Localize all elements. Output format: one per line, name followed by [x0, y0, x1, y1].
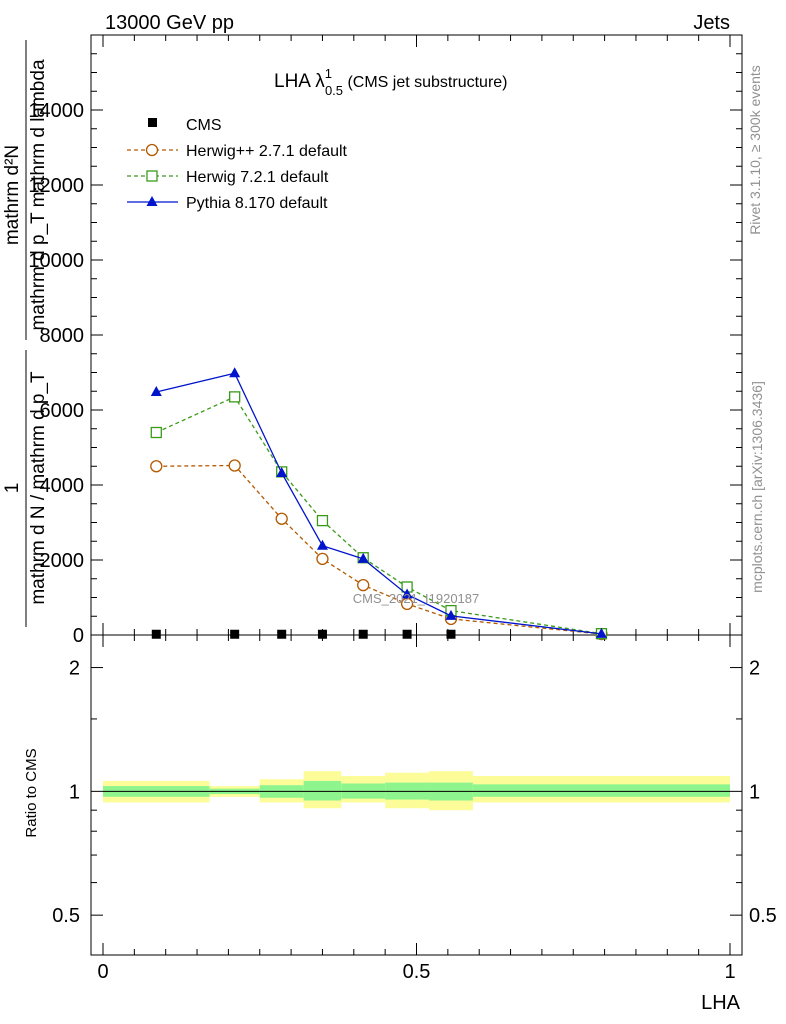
data-point-cms — [230, 629, 240, 639]
ratio-bands — [103, 771, 730, 811]
series-line-pythia — [156, 372, 602, 635]
legend-herwigpp-marker — [145, 143, 159, 157]
ratio-tick-label-left: 0.5 — [52, 905, 80, 927]
data-point-herwig7 — [150, 426, 162, 439]
legend-pythia-marker — [146, 196, 158, 206]
legend-item-herwig7: Herwig 7.2.1 default — [127, 169, 329, 186]
x-axis-label: LHA — [701, 992, 741, 1014]
ratio-y-axis: 0.5 0.5 1 1 2 2 — [52, 658, 777, 928]
data-point-herwigpp — [316, 552, 329, 566]
data-point-pythia — [357, 552, 369, 563]
main-y-axis: 0 2000 4000 6000 8000 10000 12000 14000 — [28, 53, 742, 647]
data-point-pythia — [445, 609, 457, 620]
series-layer — [150, 367, 608, 641]
data-point-pythia — [276, 467, 288, 477]
y-tick-label: 12000 — [28, 175, 84, 197]
legend-item-herwigpp: Herwig++ 2.7.1 default — [127, 143, 348, 160]
ratio-tick-label-right: 2 — [749, 658, 760, 680]
ylabel-num2: mathrm d²N — [2, 145, 23, 245]
plot-title: LHA λ1 0.5 (CMS jet substructure) — [274, 66, 508, 98]
ylabel-one: 1 — [2, 483, 23, 494]
legend-pythia-label: Pythia 8.170 default — [186, 195, 328, 212]
legend-item-cms: CMS — [148, 117, 222, 134]
y-tick-label: 0 — [73, 625, 84, 647]
title-sub: 0.5 — [325, 83, 343, 98]
data-point-herwig7 — [316, 514, 329, 527]
legend-item-pythia: Pythia 8.170 default — [127, 195, 328, 212]
data-point-pythia — [401, 588, 413, 599]
data-point-herwigpp — [275, 512, 288, 525]
data-point-pythia — [316, 539, 328, 550]
legend-cms-label: CMS — [186, 117, 222, 134]
header-left: 13000 GeV pp — [105, 12, 234, 34]
x-axis: 0 0.5 1 — [97, 35, 736, 983]
series-pythia — [150, 367, 607, 638]
data-point-cms — [317, 629, 327, 639]
ratio-tick-label-left: 1 — [69, 781, 80, 803]
title-sup: 1 — [325, 66, 332, 81]
y-tick-label: 6000 — [40, 400, 85, 422]
data-point-cms — [151, 629, 161, 639]
ratio-band-inner — [303, 780, 342, 801]
title-suffix: (CMS jet substructure) — [343, 74, 507, 91]
main-y-label: 1 mathrm d N / mathrm d p_T mathrm d²N m… — [2, 40, 49, 627]
ratio-tick-label-right: 1 — [749, 781, 760, 803]
data-point-herwigpp — [357, 578, 370, 592]
legend-herwigpp-label: Herwig++ 2.7.1 default — [186, 143, 348, 160]
legend-herwig7-label: Herwig 7.2.1 default — [186, 169, 329, 186]
data-point-herwigpp — [228, 459, 241, 472]
y-tick-label: 2000 — [40, 550, 85, 572]
series-line-herwigpp — [156, 464, 602, 635]
rivet-note: Rivet 3.1.10, ≥ 300k events — [747, 65, 763, 235]
title-main: LHA λ — [274, 71, 325, 92]
data-point-cms — [358, 629, 368, 639]
ratio-tick-label-left: 2 — [69, 658, 80, 680]
data-point-cms — [446, 629, 456, 639]
ratio-band-inner — [472, 784, 730, 797]
mcplots-note: mcplots.cern.ch [arXiv:1306.3436] — [749, 381, 765, 593]
x-tick-label: 0 — [97, 961, 108, 983]
x-tick-label: 1 — [724, 961, 735, 983]
series-line-herwig7 — [156, 396, 602, 635]
header-right: Jets — [693, 12, 730, 34]
data-point-pythia — [595, 627, 607, 638]
watermark: CMS_2021_I1920187 — [353, 591, 480, 606]
y-tick-label: 10000 — [28, 250, 84, 272]
data-point-pythia — [229, 367, 241, 378]
ratio-y-label: Ratio to CMS — [23, 748, 40, 837]
y-tick-label: 4000 — [40, 475, 85, 497]
ylabel-den2: mathrm d p_T mathrm d lambda — [28, 59, 49, 330]
legend-cms-marker — [148, 118, 157, 127]
ylabel-den1: mathrm d N / mathrm d p_T — [28, 371, 49, 605]
legend: CMS Herwig++ 2.7.1 default Herwig 7.2.1 … — [127, 117, 348, 212]
data-point-herwig7 — [229, 391, 241, 403]
legend-herwig7-marker — [146, 170, 158, 182]
data-point-pythia — [150, 386, 162, 396]
series-herwigpp — [150, 459, 608, 641]
data-point-cms — [277, 629, 287, 639]
data-point-cms — [402, 629, 412, 639]
y-tick-label: 14000 — [28, 100, 84, 122]
x-tick-label: 0.5 — [403, 961, 431, 983]
y-tick-label: 8000 — [40, 325, 85, 347]
data-point-herwigpp — [150, 460, 163, 473]
ratio-tick-label-right: 0.5 — [749, 905, 777, 927]
